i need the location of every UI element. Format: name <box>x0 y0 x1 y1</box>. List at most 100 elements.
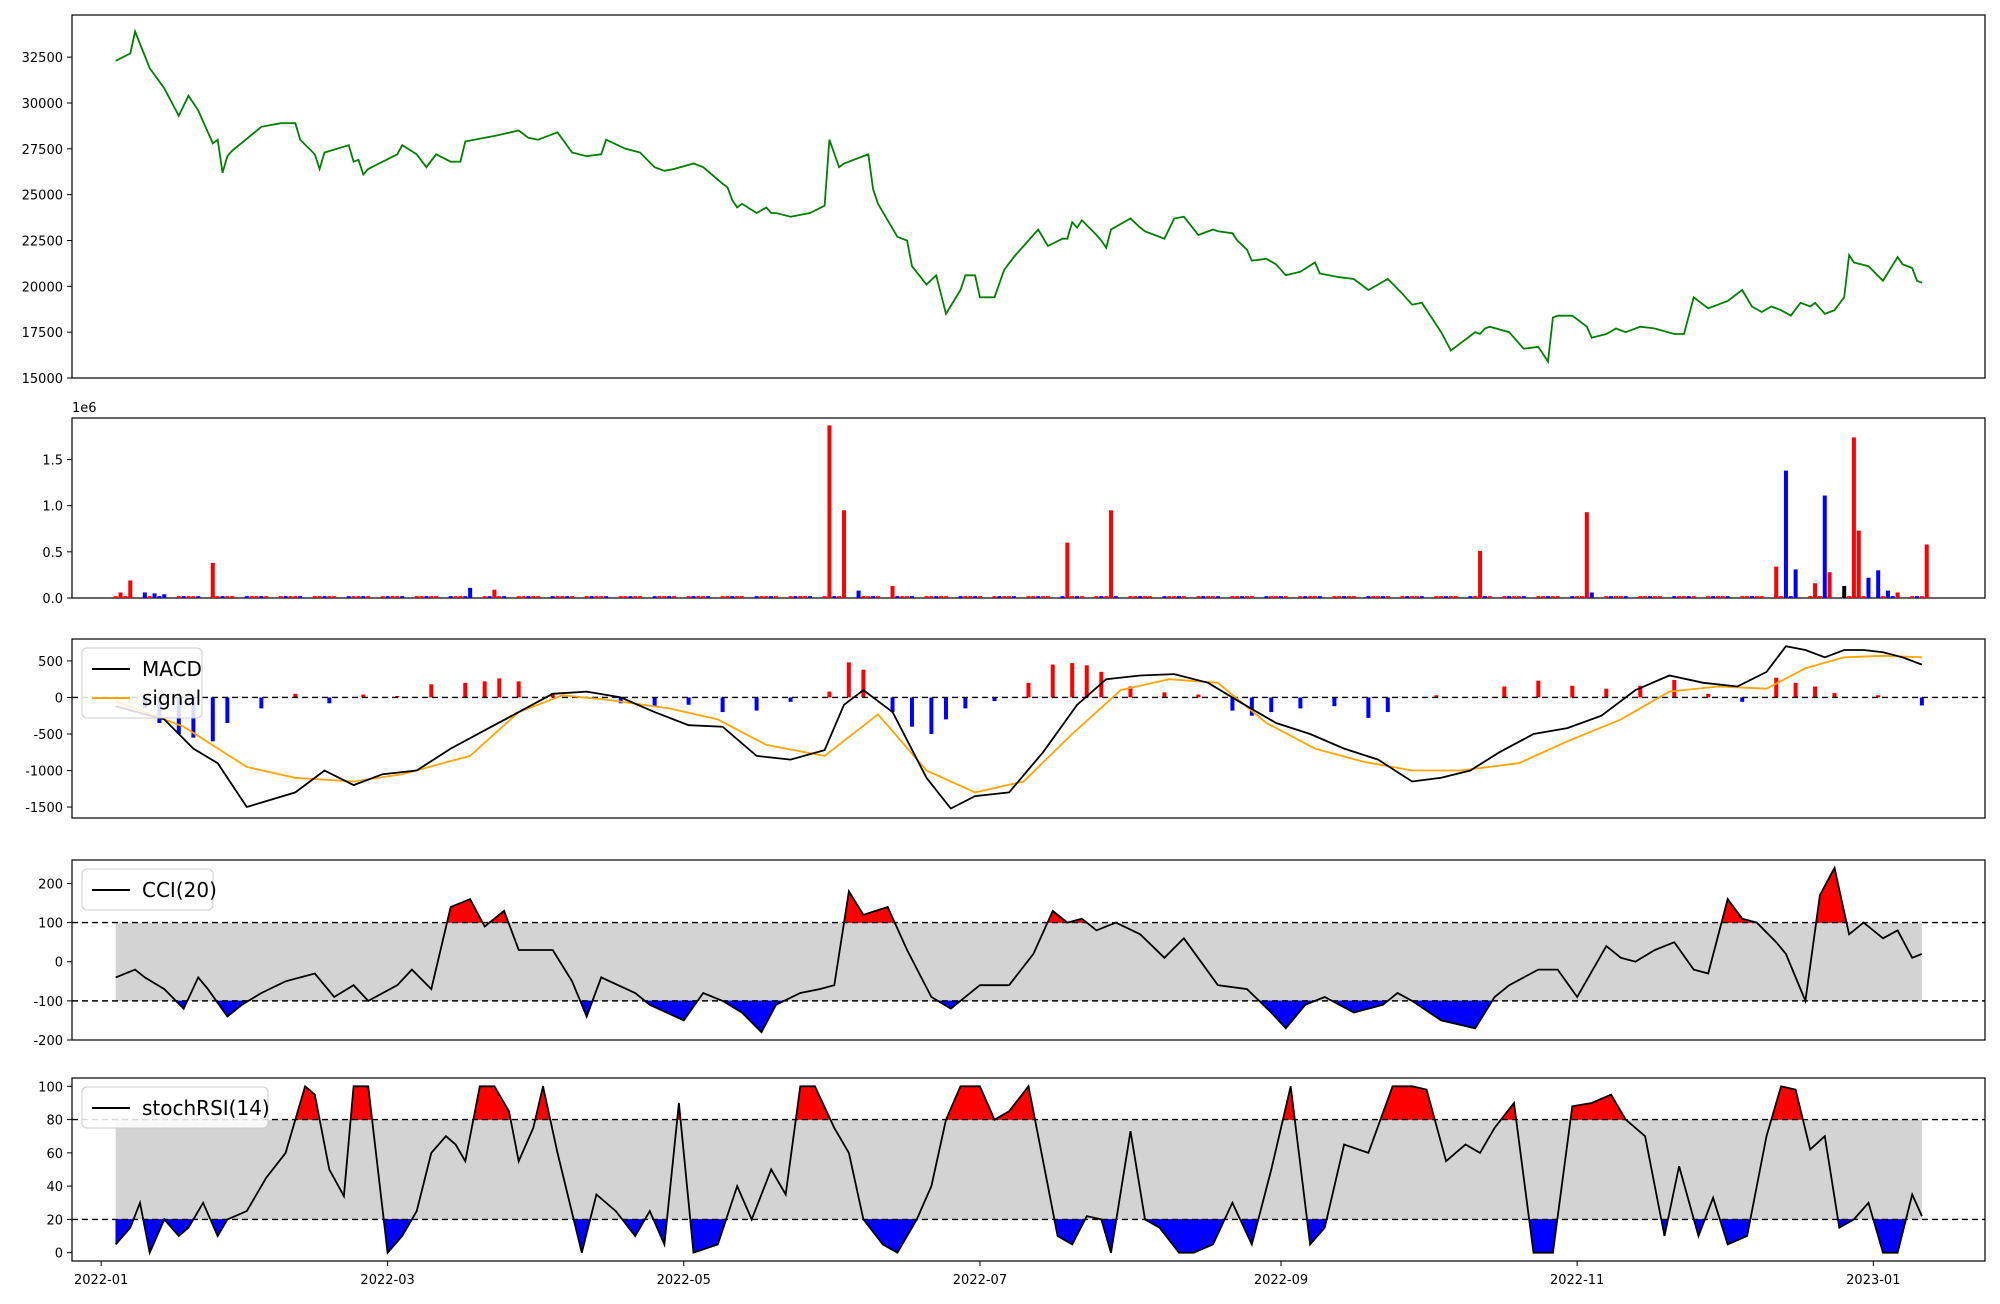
volume-bar <box>1866 577 1871 598</box>
macd-histogram-bar <box>1813 686 1818 698</box>
volume-baseline-bar <box>1206 596 1211 598</box>
stochrsi-overbought-fill-segment <box>353 1086 369 1120</box>
volume-baseline-bar <box>909 596 914 598</box>
volume-bar <box>1924 544 1929 598</box>
volume-baseline-bar <box>958 596 963 598</box>
macd-axes: -1500 -1000 -500 0 500 <box>25 638 1986 819</box>
macd-histogram-bar <box>929 697 934 734</box>
volume-baseline-bar <box>1546 596 1551 598</box>
volume-bar <box>152 593 157 598</box>
macd-histogram-bar <box>1269 697 1274 713</box>
volume-baseline-bar <box>1075 596 1080 598</box>
volume-baseline-bar <box>788 596 793 598</box>
macd-histogram-bar <box>963 697 968 709</box>
volume-baseline-bar <box>395 596 400 598</box>
volume-baseline-bar <box>1745 596 1750 598</box>
macd-legend-label: MACD <box>142 657 202 681</box>
cci-ytick-label: 0 <box>55 956 63 971</box>
volume-baseline-bar <box>259 596 264 598</box>
macd-histogram-bar <box>1434 695 1439 698</box>
macd-histogram-bar <box>1536 680 1541 698</box>
volume-bar <box>1774 566 1779 598</box>
volume-baseline-bar <box>1201 596 1206 598</box>
volume-baseline-bar <box>327 596 332 598</box>
volume-baseline-bar <box>1351 596 1356 598</box>
volume-baseline-bar <box>497 596 502 598</box>
volume-baseline-bar <box>764 596 769 598</box>
volume-baseline-bar <box>1740 596 1745 598</box>
volume-baseline-bar <box>264 596 269 598</box>
volume-baseline-bar <box>1133 596 1138 598</box>
volume-baseline-bar <box>1045 596 1050 598</box>
macd-histogram-bar <box>1774 677 1779 698</box>
volume-baseline-bar <box>1002 596 1007 598</box>
volume-baseline-bar <box>565 596 570 598</box>
volume-baseline-bar <box>1473 596 1478 598</box>
volume-baseline-bar <box>1915 596 1920 598</box>
volume-baseline-bar <box>453 596 458 598</box>
price-ytick-label: 22500 <box>22 235 63 250</box>
macd-histogram-bar <box>861 669 866 698</box>
volume-baseline-bar <box>419 596 424 598</box>
macd-ytick-label: -500 <box>33 728 63 743</box>
x-axis: 2022-01 2022-03 2022-05 2022-07 2022-09 2022-… <box>74 1261 1900 1288</box>
volume-baseline-bar <box>720 596 725 598</box>
volume-baseline-bar <box>1060 596 1065 598</box>
volume-baseline-bar <box>638 596 643 598</box>
volume-baseline-bar <box>1366 596 1371 598</box>
macd-histogram-bar <box>1070 663 1075 698</box>
macd-histogram-bar <box>1196 694 1201 698</box>
volume-baseline-bar <box>1317 596 1322 598</box>
volume-baseline-bar <box>1847 596 1852 598</box>
macd-frame <box>71 638 1986 819</box>
volume-baseline-bar <box>215 596 220 598</box>
volume-baseline-bar <box>973 596 978 598</box>
volume-bar <box>1851 437 1856 598</box>
volume-baseline-bar <box>740 596 745 598</box>
volume-baseline-bar <box>832 596 837 598</box>
volume-baseline-bar <box>594 596 599 598</box>
volume-bar <box>1793 569 1798 598</box>
macd-histogram-bar <box>618 697 623 704</box>
macd-histogram-bar <box>1740 697 1745 702</box>
x-tick-label: 2023-01 <box>1846 1273 1900 1288</box>
volume-baseline-bar <box>298 596 303 598</box>
volume-baseline-bar <box>1303 596 1308 598</box>
volume-baseline-bar <box>1623 596 1628 598</box>
volume-baseline-bar <box>1618 596 1623 598</box>
cci-ytick-label: 200 <box>38 877 63 892</box>
price-axes: 15000 17500 20000 22500 25000 27500 30000 32500 <box>22 14 1986 387</box>
stochrsi-overbought-fill-segment <box>800 1086 816 1120</box>
volume-baseline-bar <box>1308 596 1313 598</box>
cci-overbought-fill-segment <box>863 906 888 923</box>
volume-ytick-label: 0.0 <box>42 592 63 607</box>
macd-histogram-bar <box>846 662 851 698</box>
volume-baseline-bar <box>1172 596 1177 598</box>
macd-histogram-bar <box>1638 685 1643 698</box>
volume-baseline-bar <box>1235 596 1240 598</box>
volume-bar <box>856 590 861 598</box>
macd-histogram-bar <box>890 697 895 713</box>
stochrsi-frame <box>71 1077 1986 1262</box>
stochrsi-axes: 0 20 40 60 80 100 <box>38 1077 1986 1262</box>
macd-histogram-bar <box>1128 686 1133 698</box>
volume-bar <box>128 580 133 598</box>
stochrsi-legend-box <box>81 1086 269 1129</box>
volume-baseline-bar <box>1181 596 1186 598</box>
volume-bar <box>210 562 215 598</box>
volume-baseline-bar <box>414 596 419 598</box>
volume-baseline-bar <box>774 596 779 598</box>
volume-baseline-bar <box>905 596 910 598</box>
volume-baseline-bar <box>924 596 929 598</box>
volume-baseline-bar <box>1439 596 1444 598</box>
volume-bar <box>827 425 832 598</box>
volume-baseline-bar <box>1570 596 1575 598</box>
macd-series-signal <box>115 654 1922 794</box>
volume-baseline-bar <box>1405 596 1410 598</box>
volume-bar <box>1822 495 1827 598</box>
volume-baseline-bar <box>434 596 439 598</box>
macd-histogram-bar <box>909 697 914 727</box>
volume-bar <box>468 587 473 598</box>
price-ytick-label: 30000 <box>22 97 63 112</box>
